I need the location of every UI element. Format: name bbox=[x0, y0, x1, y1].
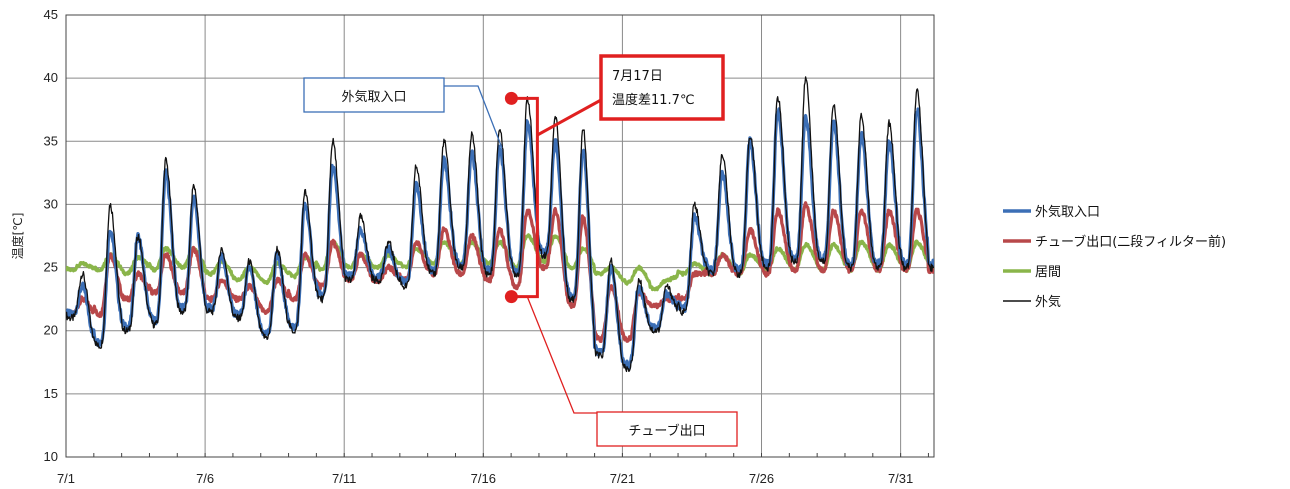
y-tick-label: 30 bbox=[44, 196, 58, 211]
series-line-intake bbox=[66, 107, 934, 370]
tube-callout-label: チューブ出口 bbox=[628, 423, 705, 439]
series-line-tube bbox=[66, 201, 934, 343]
x-tick-label: 7/11 bbox=[332, 471, 356, 486]
y-tick-label: 20 bbox=[44, 323, 58, 338]
chart-axes: 10 15 20 25 30 35 40 45 7/1 7/6 7/11 7/16 7/21 7/26 7/… bbox=[44, 7, 935, 486]
y-tick-label: 35 bbox=[44, 133, 58, 148]
y-tick-label: 10 bbox=[44, 449, 58, 464]
x-tick-label: 7/6 bbox=[196, 471, 214, 486]
x-tick-label: 7/21 bbox=[610, 471, 635, 486]
y-tick-label: 40 bbox=[44, 70, 58, 85]
legend-label-room: 居間 bbox=[1035, 265, 1061, 280]
plot-frame bbox=[65, 14, 935, 458]
difference-callout-box bbox=[599, 54, 725, 121]
difference-bracket bbox=[511, 96, 539, 299]
legend-label-intake: 外気取入口 bbox=[1035, 204, 1100, 220]
difference-callout-line bbox=[536, 98, 602, 137]
chart-series bbox=[66, 76, 934, 373]
legend-label-outdoor: 外気 bbox=[1035, 294, 1061, 310]
tube-callout-box bbox=[596, 411, 738, 447]
x-tick-label: 7/1 bbox=[57, 471, 75, 486]
series-line-room bbox=[66, 233, 934, 292]
x-tick-label: 7/31 bbox=[888, 471, 913, 486]
intake-callout-line bbox=[443, 85, 503, 149]
y-axis-label: 温度[℃] bbox=[10, 213, 25, 260]
series-line-outdoor bbox=[66, 76, 934, 373]
y-tick-label: 15 bbox=[44, 386, 58, 401]
y-tick-label: 45 bbox=[44, 7, 58, 22]
y-tick-label: 25 bbox=[44, 260, 58, 275]
difference-value-label: 温度差11.7℃ bbox=[612, 92, 695, 108]
x-tick-label: 7/26 bbox=[749, 471, 774, 486]
legend-label-tube: チューブ出口(二段フィルター前) bbox=[1035, 234, 1226, 250]
chart-grid bbox=[65, 14, 934, 458]
tube-callout-line bbox=[526, 295, 597, 414]
x-tick-label: 7/16 bbox=[471, 471, 496, 486]
difference-date-label: 7月17日 bbox=[612, 69, 663, 84]
intake-callout-box bbox=[303, 77, 445, 113]
intake-callout-label: 外気取入口 bbox=[341, 89, 406, 105]
